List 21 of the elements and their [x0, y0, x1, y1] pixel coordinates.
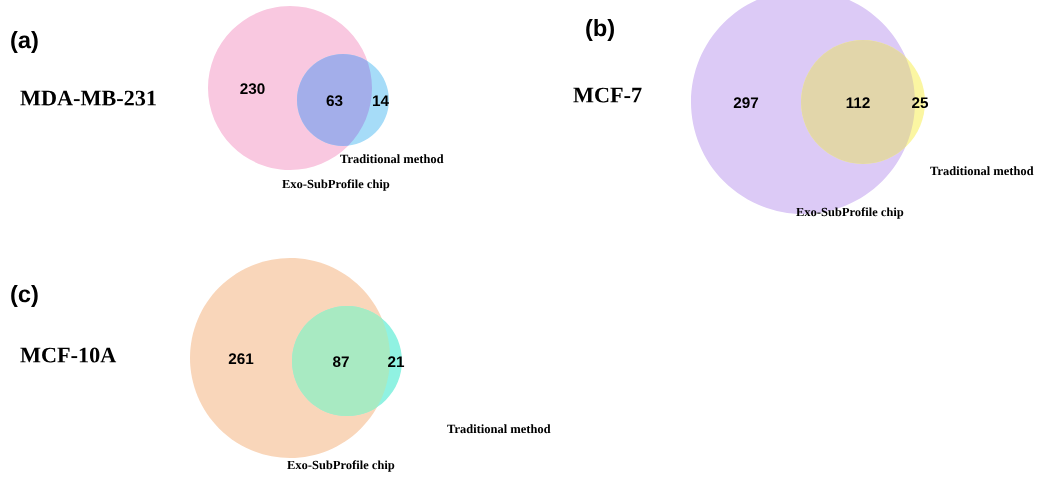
data-label: 63 [326, 95, 343, 107]
category-label: Traditional method [340, 154, 444, 164]
category-label: Exo-SubProfile chip [287, 460, 395, 472]
category-label: Traditional method [447, 424, 551, 434]
category-label: Traditional method [930, 166, 1034, 176]
data-label: 25 [912, 97, 929, 109]
text: (c) [11, 285, 38, 308]
category-label: Exo-SubProfile chip [282, 179, 390, 191]
text: (b) [586, 19, 614, 42]
data-label: 21 [388, 356, 405, 367]
category-label: Exo-SubProfile chip [796, 207, 904, 219]
data-label: 87 [332, 356, 349, 368]
data-label: 14 [372, 95, 389, 106]
data-label: 112 [846, 97, 870, 108]
text: (a) [11, 31, 38, 54]
data-label: 261 [228, 353, 254, 365]
data-label: 297 [733, 97, 759, 109]
text: MCF-10A [20, 347, 117, 363]
text: MCF-7 [573, 87, 642, 103]
data-label: 230 [240, 83, 265, 95]
text: MDA-MB-231 [20, 90, 156, 106]
